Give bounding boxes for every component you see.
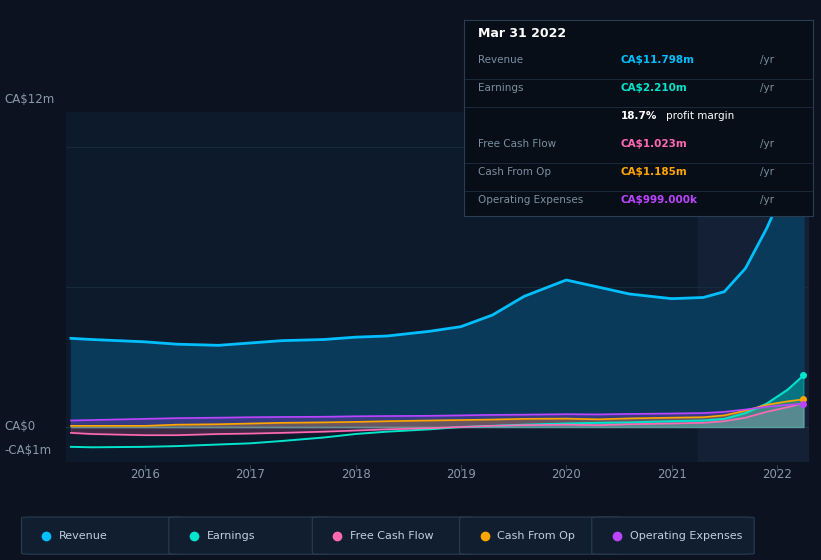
Text: CA$11.798m: CA$11.798m [621, 55, 695, 66]
Text: Earnings: Earnings [207, 531, 255, 540]
Text: Cash From Op: Cash From Op [478, 167, 551, 178]
FancyBboxPatch shape [460, 517, 622, 554]
FancyBboxPatch shape [312, 517, 475, 554]
Text: 2020: 2020 [552, 468, 581, 481]
Text: -CA$1m: -CA$1m [4, 444, 51, 457]
Text: 2016: 2016 [130, 468, 159, 481]
Text: CA$1.023m: CA$1.023m [621, 139, 688, 150]
Text: 2019: 2019 [446, 468, 476, 481]
Text: /yr: /yr [760, 139, 774, 150]
Text: Mar 31 2022: Mar 31 2022 [478, 27, 566, 40]
Text: Revenue: Revenue [478, 55, 523, 66]
Text: Free Cash Flow: Free Cash Flow [478, 139, 556, 150]
Text: 18.7%: 18.7% [621, 111, 658, 122]
FancyBboxPatch shape [169, 517, 331, 554]
Text: Operating Expenses: Operating Expenses [478, 195, 583, 206]
Text: CA$2.210m: CA$2.210m [621, 83, 688, 94]
Text: Revenue: Revenue [59, 531, 108, 540]
Text: 2021: 2021 [657, 468, 686, 481]
Text: 2022: 2022 [762, 468, 792, 481]
Text: Free Cash Flow: Free Cash Flow [350, 531, 433, 540]
Text: CA$0: CA$0 [4, 421, 35, 433]
FancyBboxPatch shape [592, 517, 754, 554]
Text: Operating Expenses: Operating Expenses [630, 531, 742, 540]
Text: CA$1.185m: CA$1.185m [621, 167, 688, 178]
Text: 2018: 2018 [341, 468, 370, 481]
Text: CA$12m: CA$12m [4, 94, 54, 106]
Text: /yr: /yr [760, 55, 774, 66]
Text: profit margin: profit margin [667, 111, 735, 122]
FancyBboxPatch shape [21, 517, 184, 554]
Text: /yr: /yr [760, 195, 774, 206]
Text: 2017: 2017 [235, 468, 265, 481]
Text: Earnings: Earnings [478, 83, 523, 94]
Text: /yr: /yr [760, 167, 774, 178]
Text: CA$999.000k: CA$999.000k [621, 195, 698, 206]
Text: /yr: /yr [760, 83, 774, 94]
Bar [698, 112, 809, 462]
Text: Cash From Op: Cash From Op [498, 531, 576, 540]
